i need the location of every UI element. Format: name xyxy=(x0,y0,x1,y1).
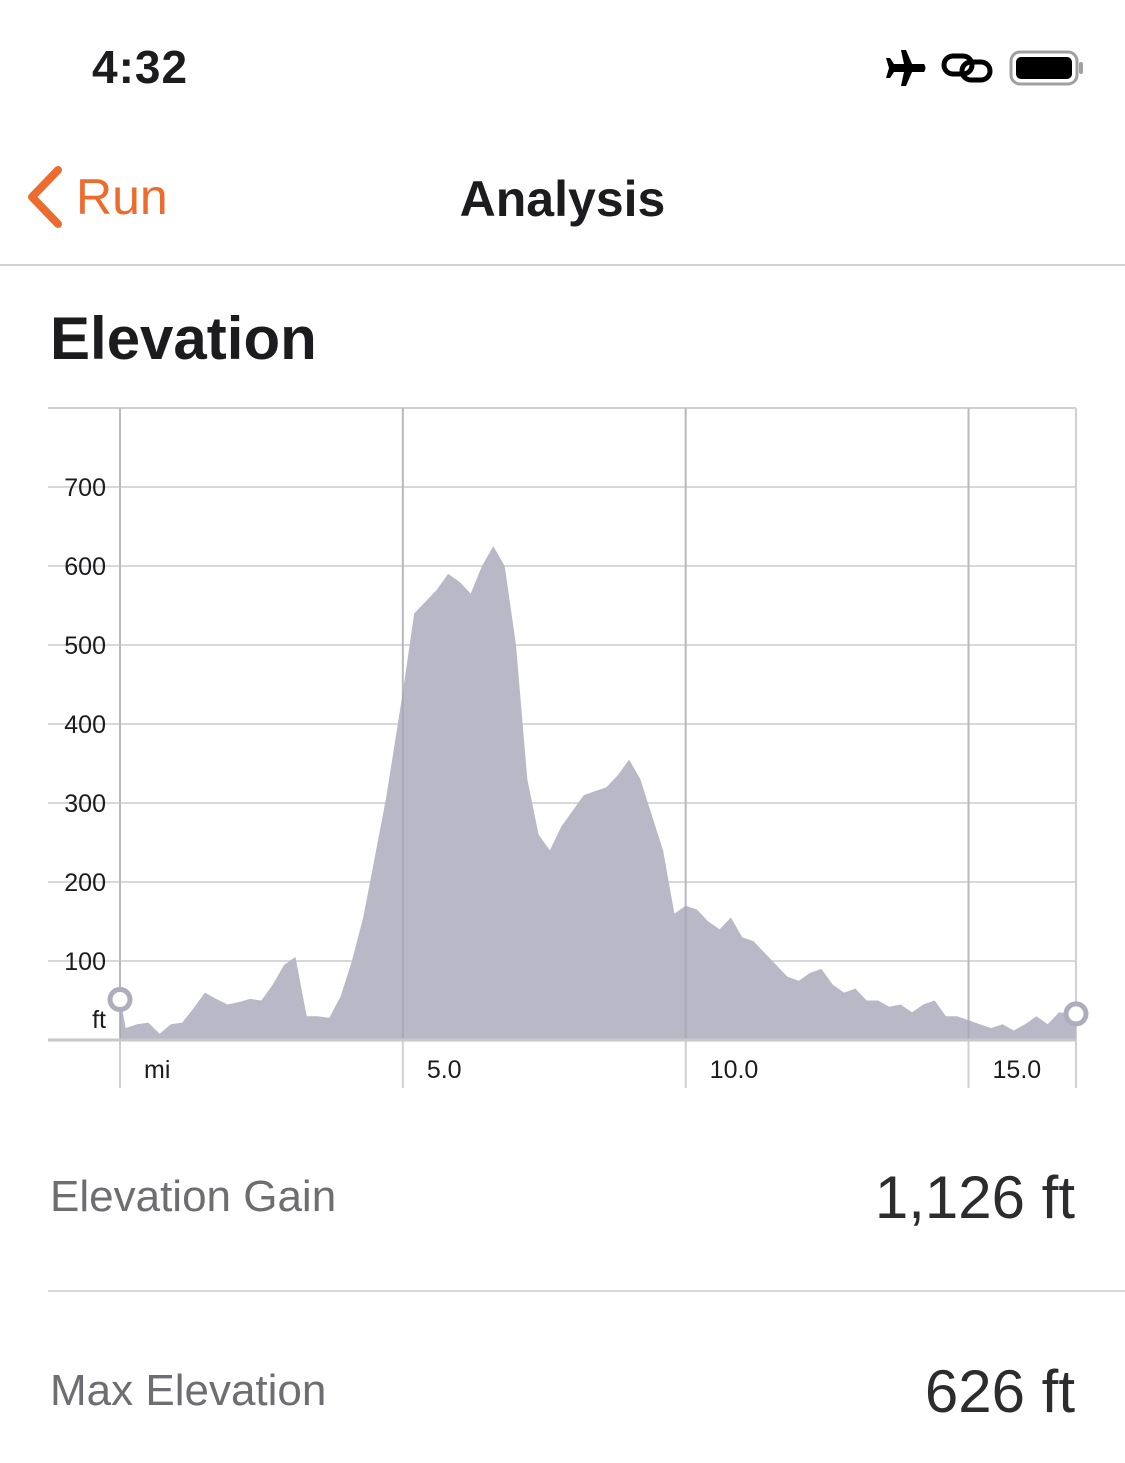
y-tick-label: 700 xyxy=(64,474,106,502)
status-time: 4:32 xyxy=(92,41,189,93)
back-label: Run xyxy=(76,169,168,225)
status-icons xyxy=(883,48,1085,88)
back-button[interactable]: Run xyxy=(24,164,168,230)
battery-icon xyxy=(1009,50,1083,86)
stat-row-max-elevation: Max Elevation 626 ft xyxy=(50,1336,1075,1446)
divider xyxy=(48,1290,1125,1292)
status-bar: 4:32 xyxy=(0,0,1125,130)
navigation-bar: Analysis Run xyxy=(0,140,1125,266)
page-title: Analysis xyxy=(459,171,666,227)
y-tick-label: 100 xyxy=(64,948,106,976)
stat-label: Max Elevation xyxy=(50,1366,327,1415)
range-start-handle[interactable] xyxy=(107,987,133,1013)
y-tick-label: 400 xyxy=(64,711,106,739)
y-axis-unit-label: ft xyxy=(92,1006,106,1034)
range-end-handle[interactable] xyxy=(1063,1001,1089,1027)
stat-value: 626 ft xyxy=(924,1357,1075,1425)
x-tick-label: mi xyxy=(144,1056,170,1084)
y-tick-label: 200 xyxy=(64,869,106,897)
y-tick-label: 500 xyxy=(64,632,106,660)
stat-value: 1,126 ft xyxy=(874,1163,1075,1231)
airplane-icon xyxy=(886,50,926,86)
x-tick-label: 10.0 xyxy=(710,1056,759,1084)
y-tick-label: 600 xyxy=(64,553,106,581)
x-tick-label: 5.0 xyxy=(427,1056,462,1084)
y-tick-label: 300 xyxy=(64,790,106,818)
link-icon xyxy=(941,53,993,83)
elevation-chart[interactable]: 100 200 300 400 500 600 700 ft mi 5.0 10.0 15.0 xyxy=(0,400,1125,1100)
x-tick-label: 15.0 xyxy=(993,1056,1042,1084)
stat-row-elevation-gain: Elevation Gain 1,126 ft xyxy=(50,1142,1075,1252)
chevron-left-icon xyxy=(28,166,62,228)
stat-label: Elevation Gain xyxy=(50,1172,337,1221)
section-title: Elevation xyxy=(50,305,317,372)
elevation-area xyxy=(120,546,1076,1040)
